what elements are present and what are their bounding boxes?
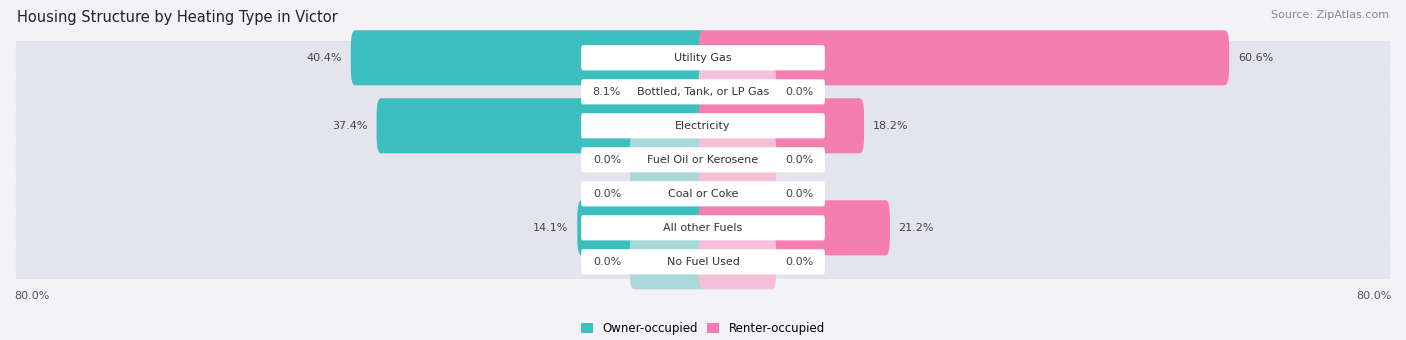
Text: No Fuel Used: No Fuel Used <box>666 257 740 267</box>
FancyBboxPatch shape <box>581 79 825 104</box>
FancyBboxPatch shape <box>628 64 707 119</box>
FancyBboxPatch shape <box>581 147 825 172</box>
FancyBboxPatch shape <box>699 132 776 187</box>
FancyBboxPatch shape <box>15 69 1391 115</box>
FancyBboxPatch shape <box>699 98 865 153</box>
FancyBboxPatch shape <box>699 30 1229 85</box>
Text: Coal or Coke: Coal or Coke <box>668 189 738 199</box>
FancyBboxPatch shape <box>630 234 707 289</box>
FancyBboxPatch shape <box>15 35 1391 81</box>
Text: 60.6%: 60.6% <box>1237 53 1272 63</box>
FancyBboxPatch shape <box>630 132 707 187</box>
FancyBboxPatch shape <box>578 200 707 255</box>
Text: 14.1%: 14.1% <box>533 223 568 233</box>
Text: 21.2%: 21.2% <box>898 223 934 233</box>
Text: 18.2%: 18.2% <box>873 121 908 131</box>
FancyBboxPatch shape <box>15 239 1391 285</box>
Text: Source: ZipAtlas.com: Source: ZipAtlas.com <box>1271 10 1389 20</box>
FancyBboxPatch shape <box>15 103 1391 149</box>
FancyBboxPatch shape <box>15 137 1391 183</box>
FancyBboxPatch shape <box>581 45 825 70</box>
Text: 8.1%: 8.1% <box>592 87 620 97</box>
FancyBboxPatch shape <box>581 113 825 138</box>
Legend: Owner-occupied, Renter-occupied: Owner-occupied, Renter-occupied <box>576 317 830 340</box>
FancyBboxPatch shape <box>581 181 825 206</box>
FancyBboxPatch shape <box>377 98 707 153</box>
Text: 0.0%: 0.0% <box>593 257 621 267</box>
Text: Utility Gas: Utility Gas <box>675 53 731 63</box>
Text: 0.0%: 0.0% <box>593 189 621 199</box>
FancyBboxPatch shape <box>581 215 825 240</box>
FancyBboxPatch shape <box>699 64 776 119</box>
FancyBboxPatch shape <box>630 166 707 221</box>
Text: Fuel Oil or Kerosene: Fuel Oil or Kerosene <box>647 155 759 165</box>
Text: 80.0%: 80.0% <box>14 291 49 301</box>
Text: 0.0%: 0.0% <box>785 189 813 199</box>
Text: 0.0%: 0.0% <box>785 87 813 97</box>
Text: 40.4%: 40.4% <box>307 53 342 63</box>
FancyBboxPatch shape <box>350 30 707 85</box>
Text: Bottled, Tank, or LP Gas: Bottled, Tank, or LP Gas <box>637 87 769 97</box>
FancyBboxPatch shape <box>699 234 776 289</box>
FancyBboxPatch shape <box>15 205 1391 251</box>
Text: 80.0%: 80.0% <box>1357 291 1392 301</box>
Text: Electricity: Electricity <box>675 121 731 131</box>
Text: 37.4%: 37.4% <box>332 121 368 131</box>
Text: Housing Structure by Heating Type in Victor: Housing Structure by Heating Type in Vic… <box>17 10 337 25</box>
Text: 0.0%: 0.0% <box>593 155 621 165</box>
Text: 0.0%: 0.0% <box>785 257 813 267</box>
FancyBboxPatch shape <box>581 249 825 274</box>
Text: All other Fuels: All other Fuels <box>664 223 742 233</box>
FancyBboxPatch shape <box>699 166 776 221</box>
FancyBboxPatch shape <box>699 200 890 255</box>
Text: 0.0%: 0.0% <box>785 155 813 165</box>
FancyBboxPatch shape <box>15 171 1391 217</box>
